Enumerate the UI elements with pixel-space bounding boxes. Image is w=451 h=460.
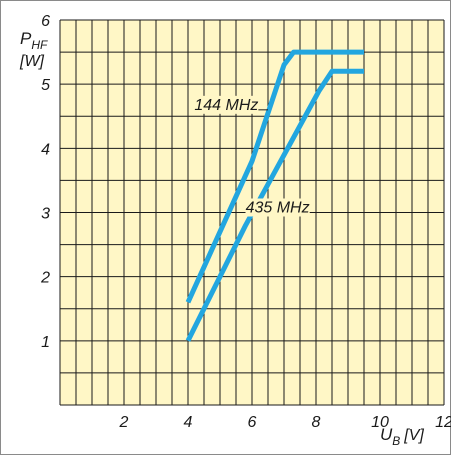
series-label-background — [194, 95, 259, 114]
y-tick-label: 3 — [41, 206, 50, 223]
x-axis-label: UB [V] — [380, 425, 424, 448]
y-tick-label: 2 — [40, 270, 50, 287]
x-tick-label: 4 — [184, 414, 193, 431]
x-tick-label: 10 — [371, 414, 389, 431]
y-axis-unit: [W] — [19, 53, 45, 70]
series-lines — [185, 49, 364, 342]
x-tick-label: 12 — [435, 414, 451, 431]
tick-labels: 24681012123456 — [40, 13, 451, 431]
y-tick-label: 6 — [41, 13, 50, 30]
x-tick-label: 2 — [119, 414, 129, 431]
x-tick-label: 6 — [248, 414, 257, 431]
y-axis-label: PHF — [20, 29, 48, 52]
series-line-144-mhz — [185, 49, 364, 304]
series-label: 144 MHz — [194, 97, 258, 114]
series-label: 435 MHz — [246, 200, 310, 217]
series-label-background — [245, 198, 310, 217]
y-tick-label: 1 — [41, 334, 50, 351]
series-line-435-mhz — [185, 68, 364, 342]
series-labels: 144 MHz 435 MHz — [194, 95, 358, 217]
x-tick-label: 8 — [312, 414, 321, 431]
y-tick-label: 5 — [41, 77, 50, 94]
y-tick-label: 4 — [41, 141, 50, 158]
